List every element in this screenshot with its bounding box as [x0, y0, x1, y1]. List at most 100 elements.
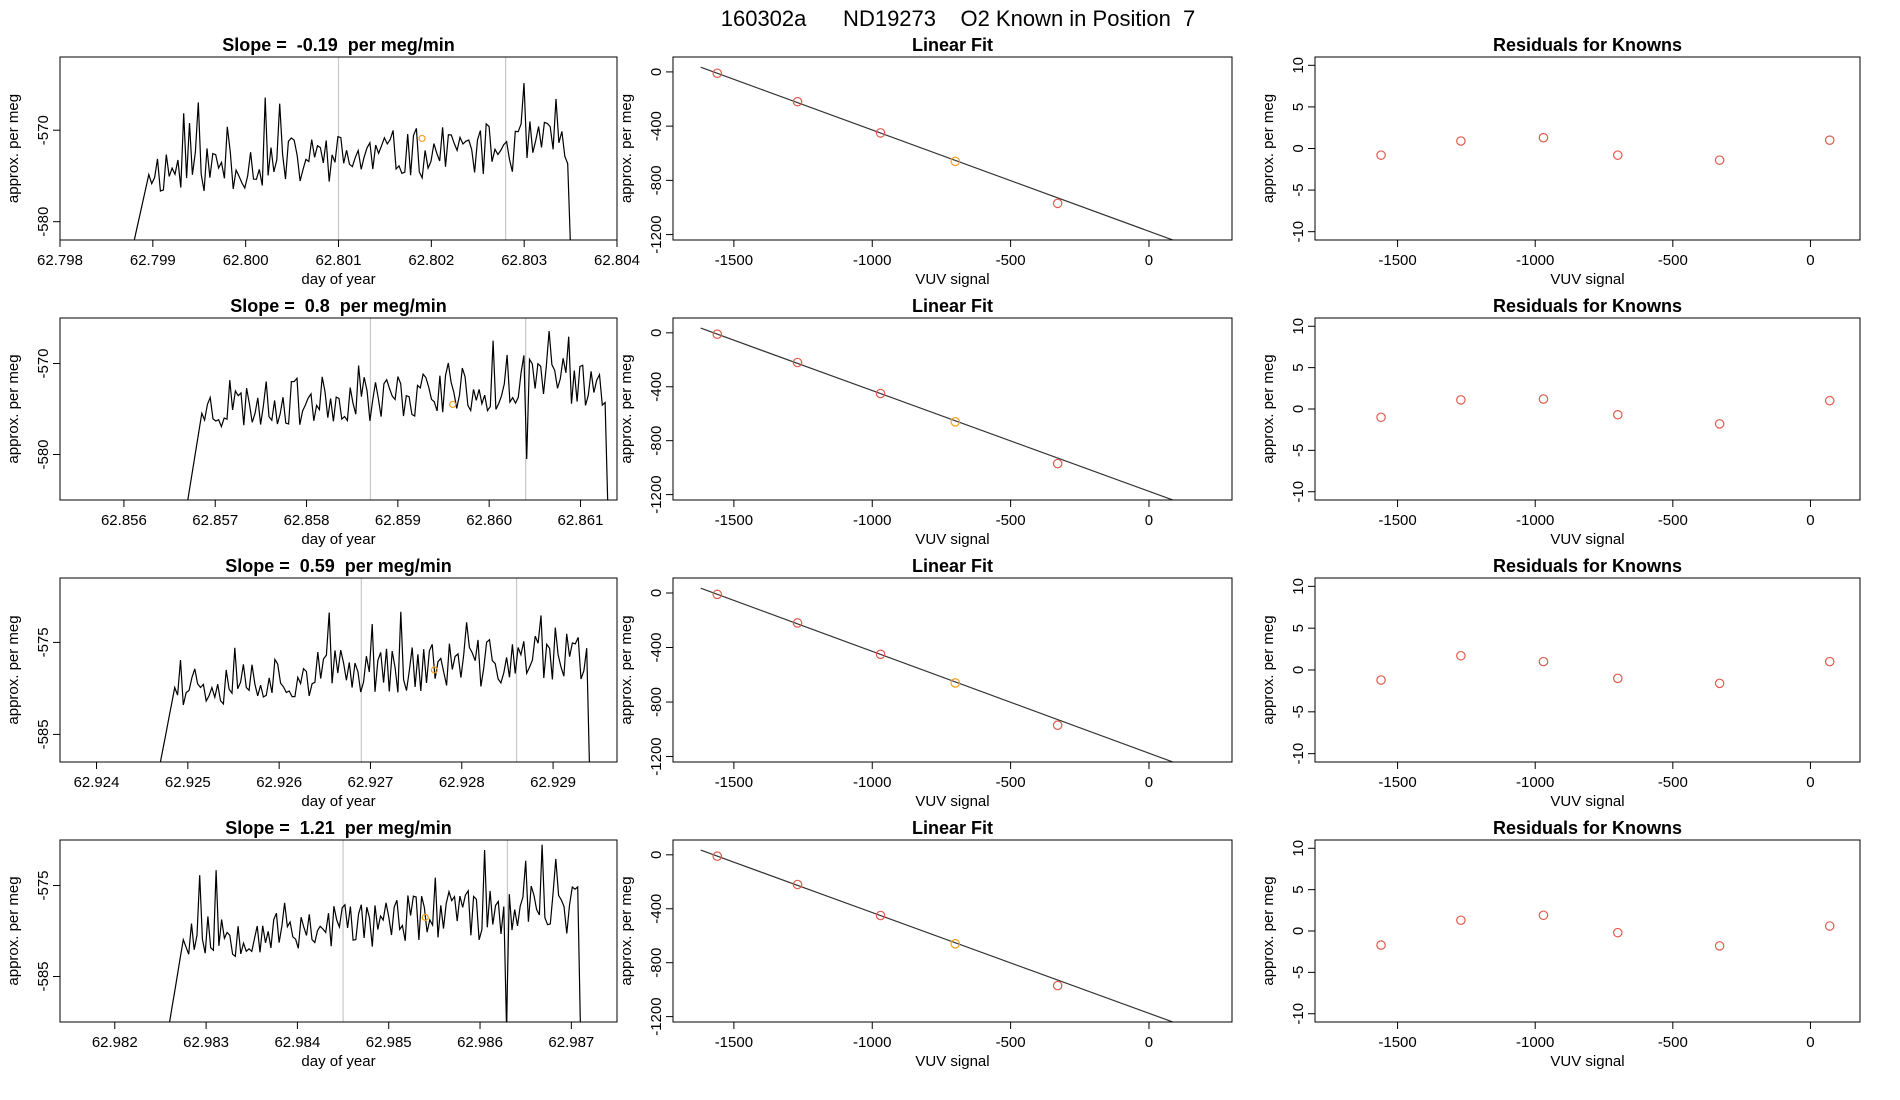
y-tick-label: -575: [35, 627, 52, 657]
highlight-point: [449, 400, 457, 409]
y-axis-label: approx. per meg: [618, 615, 635, 724]
fit-line: [700, 327, 1175, 500]
y-axis-label: approx. per meg: [1260, 615, 1277, 724]
y-tick-label: -1200: [648, 215, 665, 253]
y-axis-label: approx. per meg: [618, 354, 635, 463]
data-point: [1612, 927, 1623, 938]
chart-title: Residuals for Knowns: [1493, 296, 1682, 316]
plot-frame: [59, 56, 618, 241]
y-tick-label: -570: [35, 348, 52, 378]
plot-area: [159, 578, 590, 762]
data-point: [1376, 412, 1386, 423]
data-point: [1164, 765, 1172, 773]
chart-title: Residuals for Knowns: [1493, 556, 1682, 576]
y-tick-label: -575: [35, 870, 52, 900]
y-tick-label: 5: [1290, 363, 1307, 371]
y-axis-label: approx. per meg: [5, 354, 22, 463]
fit-line: [700, 587, 1175, 762]
x-tick-label: 0: [1806, 1034, 1814, 1051]
plot-area: [169, 840, 581, 1022]
x-tick-label: 62.800: [223, 252, 269, 269]
highlight-point: [421, 913, 429, 921]
y-axis-label: approx. per meg: [5, 615, 22, 724]
y-tick-label: 10: [1290, 840, 1307, 857]
x-axis-label: day of year: [301, 531, 375, 548]
x-tick-label: 62.984: [274, 1034, 320, 1051]
y-tick-label: -10: [1290, 1003, 1307, 1025]
fit-line: [700, 66, 1175, 240]
data-point: [792, 618, 803, 628]
y-tick-label: 10: [1290, 578, 1307, 595]
x-axis-label: VUV signal: [915, 793, 989, 810]
time-series-panel-row-4: Slope = 1.21 per meg/min 62.982 62.983 62.9…: [5, 818, 618, 1070]
plot-frame: [1314, 317, 1861, 501]
data-point: [1376, 675, 1386, 685]
plot-frame: [1314, 577, 1861, 763]
y-tick-label: 10: [1290, 318, 1307, 335]
plot-frame: [59, 317, 618, 501]
x-tick-label: -500: [1658, 774, 1688, 791]
x-tick-label: 62.926: [256, 774, 302, 791]
data-point: [875, 910, 886, 921]
x-tick-label: -500: [996, 512, 1026, 529]
data-trace: [187, 331, 609, 500]
y-tick-label: -580: [35, 207, 52, 237]
data-point: [1376, 150, 1386, 160]
data-point: [1824, 656, 1835, 667]
x-tick-label: -1000: [1516, 252, 1554, 269]
y-axis-label: approx. per meg: [618, 94, 635, 203]
x-tick-label: -1500: [715, 512, 753, 529]
data-point: [1538, 656, 1549, 667]
x-tick-label: -500: [1658, 512, 1688, 529]
plot-frame: [672, 839, 1233, 1023]
x-tick-label: 62.927: [348, 774, 394, 791]
chart-title: Residuals for Knowns: [1493, 35, 1682, 55]
y-tick-label: -10: [1290, 481, 1307, 503]
data-point: [1052, 720, 1063, 730]
y-tick-label: -400: [648, 372, 665, 402]
y-tick-label: -580: [35, 439, 52, 469]
x-tick-label: 62.858: [284, 512, 330, 529]
chart-title: Linear Fit: [912, 35, 993, 55]
x-tick-label: -500: [996, 1034, 1026, 1051]
x-tick-label: 62.856: [101, 512, 147, 529]
x-axis-label: day of year: [301, 271, 375, 288]
data-trace: [133, 83, 571, 240]
plot-frame: [672, 577, 1233, 763]
x-axis-label: VUV signal: [1550, 793, 1624, 810]
highlight-point: [418, 134, 426, 143]
y-tick-label: -585: [35, 961, 52, 991]
y-tick-label: 5: [1290, 624, 1307, 632]
fit-line: [700, 849, 1175, 1022]
x-tick-label: 62.928: [439, 774, 485, 791]
data-point: [1456, 915, 1466, 926]
data-point: [792, 96, 803, 107]
y-tick-label: -570: [35, 115, 52, 145]
plot-frame: [672, 317, 1233, 501]
data-point: [875, 649, 886, 660]
y-tick-label: -1200: [648, 737, 665, 775]
chart-title: Slope = 1.21 per meg/min: [225, 818, 452, 838]
y-tick-label: -10: [1290, 221, 1307, 243]
x-axis-label: VUV signal: [1550, 531, 1624, 548]
residuals-panel-row-3: Residuals for Knowns -1500 -1000 -500 0 10 5 0 -…: [1260, 556, 1861, 810]
x-tick-label: -1000: [1516, 512, 1554, 529]
x-axis-label: VUV signal: [1550, 271, 1624, 288]
plot-frame: [1314, 56, 1861, 241]
data-point: [712, 589, 723, 600]
x-tick-label: 62.987: [548, 1034, 594, 1051]
y-axis-label: approx. per meg: [1260, 876, 1277, 985]
data-point: [1714, 678, 1725, 689]
plot-frame: [59, 577, 618, 763]
data-trace: [169, 844, 581, 1022]
data-trace: [159, 611, 590, 762]
y-tick-label: 0: [648, 589, 665, 597]
x-tick-label: 62.860: [466, 512, 512, 529]
data-point: [1612, 673, 1623, 684]
x-tick-label: 62.804: [594, 252, 640, 269]
data-point: [1538, 910, 1549, 921]
data-point: [1164, 1025, 1172, 1033]
highlight-point: [950, 156, 961, 167]
x-axis-label: VUV signal: [915, 531, 989, 548]
